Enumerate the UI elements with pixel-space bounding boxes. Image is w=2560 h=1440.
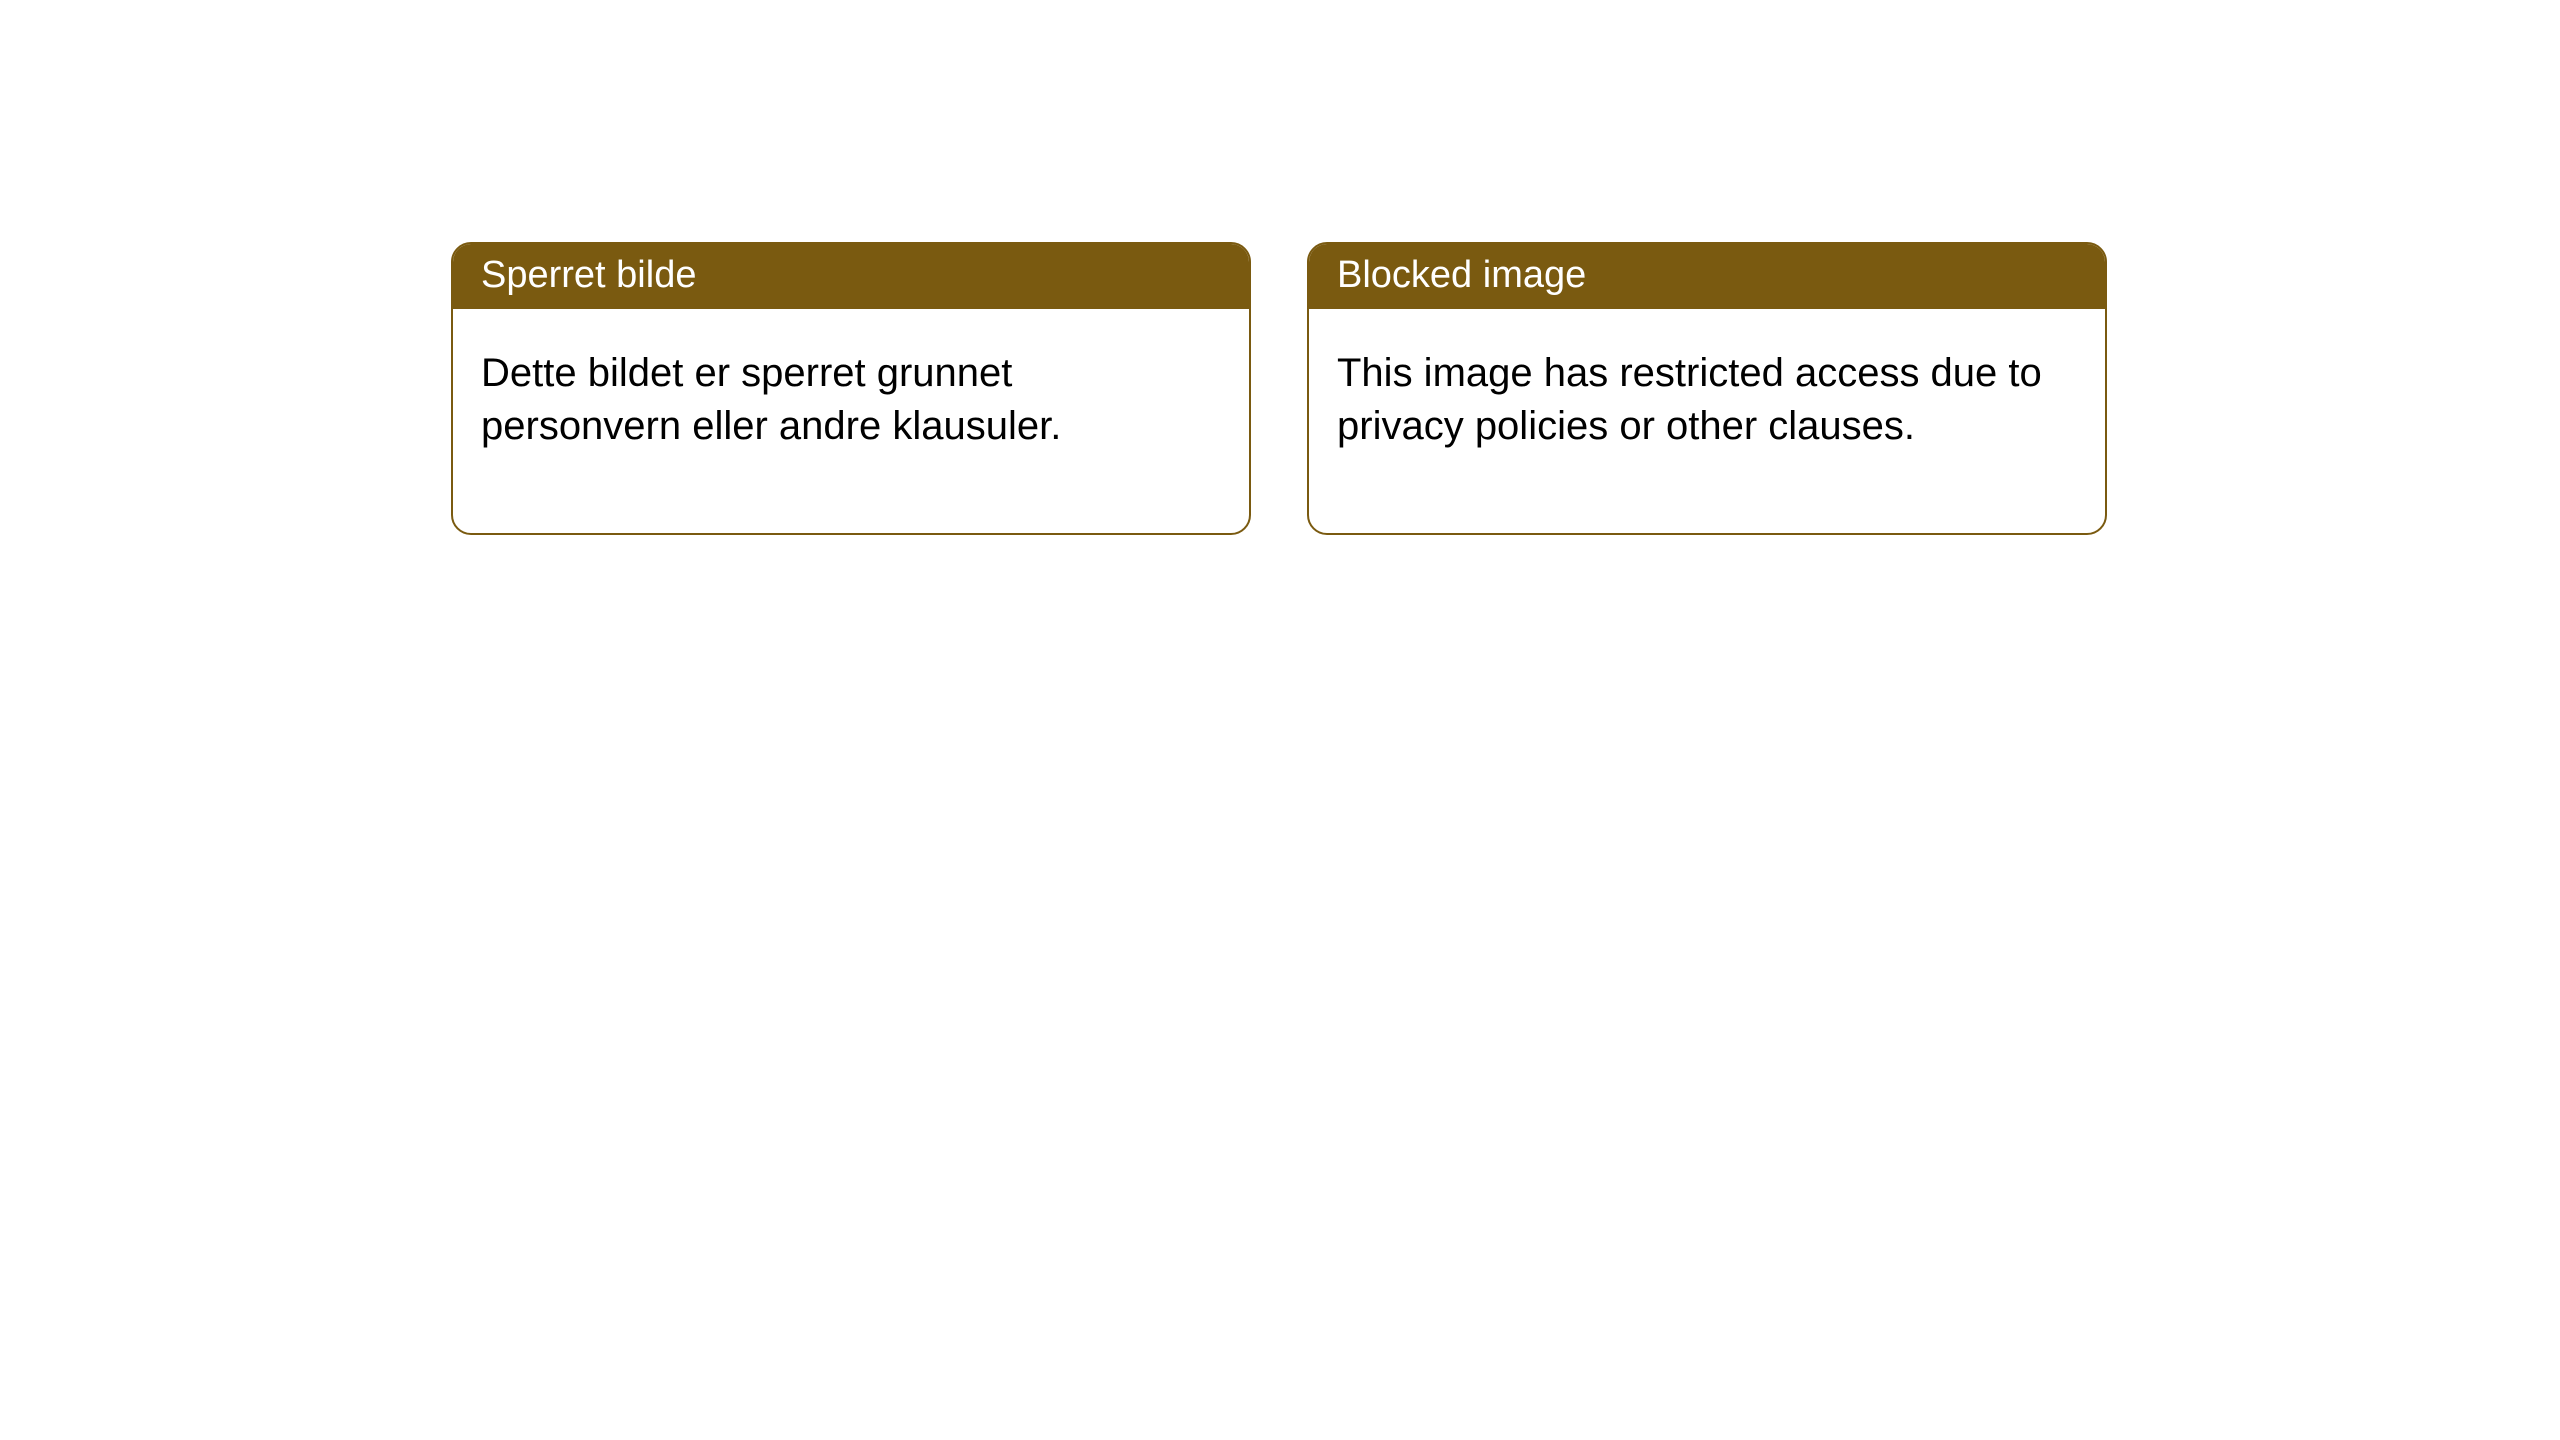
notice-body-text: Dette bildet er sperret grunnet personve… <box>453 309 1249 533</box>
notice-title: Sperret bilde <box>453 244 1249 309</box>
notice-body-text: This image has restricted access due to … <box>1309 309 2105 533</box>
notice-card-norwegian: Sperret bilde Dette bildet er sperret gr… <box>451 242 1251 535</box>
notice-card-english: Blocked image This image has restricted … <box>1307 242 2107 535</box>
notice-container: Sperret bilde Dette bildet er sperret gr… <box>0 0 2560 535</box>
notice-title: Blocked image <box>1309 244 2105 309</box>
